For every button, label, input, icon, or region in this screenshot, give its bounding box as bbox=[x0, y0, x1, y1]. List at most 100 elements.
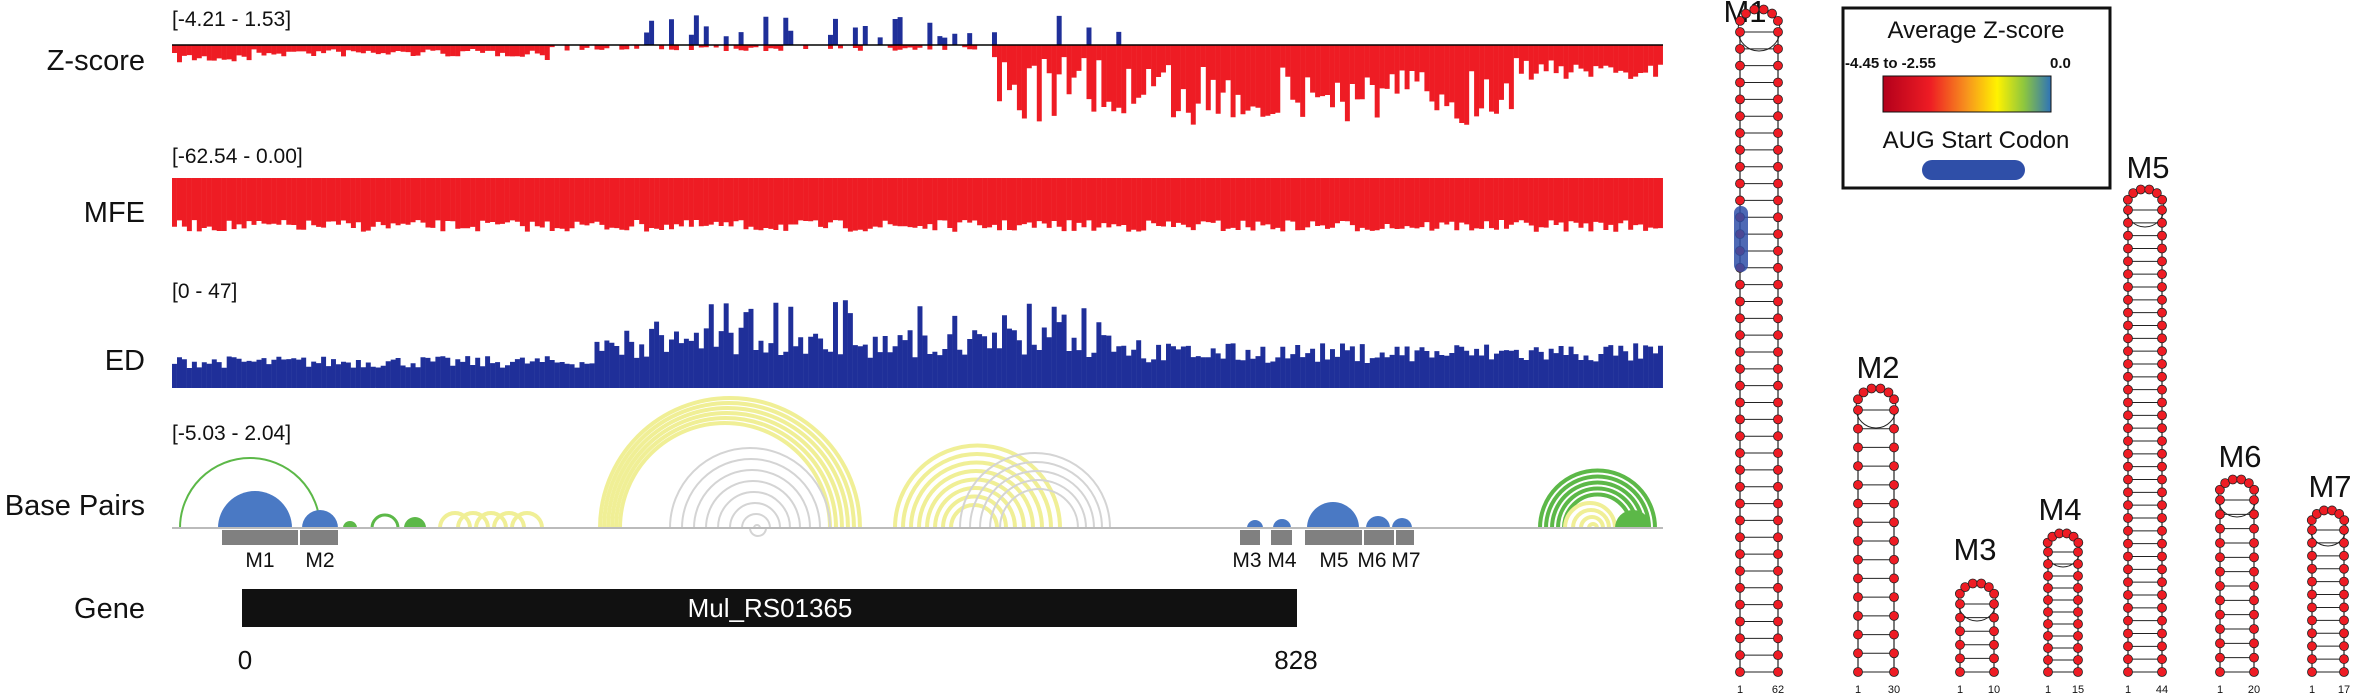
nucleotide bbox=[1773, 27, 1783, 37]
arc-blob-m7 bbox=[1392, 518, 1412, 528]
arc-blob-m3 bbox=[1247, 520, 1263, 528]
nucleotide bbox=[1773, 532, 1783, 543]
nucleotide bbox=[1735, 347, 1745, 357]
motif-box-m5[interactable] bbox=[1305, 530, 1362, 545]
arc-grey-mid-6 bbox=[741, 513, 771, 529]
nucleotide bbox=[2157, 217, 2167, 228]
nucleotide bbox=[1773, 616, 1783, 627]
nucleotide bbox=[2157, 448, 2167, 459]
nucleotide bbox=[2043, 667, 2053, 677]
nucleotide bbox=[1773, 212, 1783, 223]
range-label-ed: [0 - 47] bbox=[172, 280, 237, 303]
nucleotide bbox=[1889, 498, 1899, 509]
motif-tag-m1: M1 bbox=[245, 549, 274, 572]
nucleotide bbox=[1735, 464, 1745, 475]
nucleotide bbox=[1735, 178, 1745, 189]
loop-nucleotide bbox=[1989, 588, 2000, 599]
arc-yellow-mid-4 bbox=[614, 416, 838, 529]
motif-box-m4[interactable] bbox=[1271, 530, 1292, 545]
nucleotide bbox=[1773, 464, 1783, 475]
nucleotide bbox=[2123, 384, 2133, 395]
nucleotide bbox=[2215, 509, 2225, 520]
track-label-ed: ED bbox=[105, 345, 145, 377]
arc-yellow-mid-1 bbox=[602, 401, 856, 529]
nucleotide bbox=[2123, 397, 2133, 408]
nucleotide bbox=[2123, 641, 2133, 652]
nucleotide bbox=[1889, 536, 1899, 546]
motif-tag-m2: M2 bbox=[305, 549, 334, 572]
ed-track bbox=[172, 300, 1663, 388]
nucleotide bbox=[1889, 667, 1899, 677]
arc-blob-m6 bbox=[1366, 516, 1390, 528]
loop-nucleotide bbox=[2227, 474, 2238, 485]
nucleotide bbox=[1735, 549, 1745, 560]
nucleotide bbox=[1735, 60, 1745, 71]
track-label-gene: Gene bbox=[74, 593, 145, 625]
nucleotide bbox=[2249, 609, 2259, 620]
motif-tag-m6: M6 bbox=[1357, 549, 1386, 572]
nucleotide bbox=[1735, 566, 1745, 576]
nucleotide bbox=[2157, 654, 2167, 665]
nucleotide bbox=[2157, 423, 2167, 434]
arc-grey-mid-0 bbox=[669, 447, 831, 529]
nucleotide bbox=[1853, 592, 1863, 603]
nucleotide bbox=[2215, 552, 2225, 563]
nucleotide bbox=[2307, 538, 2317, 548]
nucleotide bbox=[1735, 599, 1745, 610]
loop-nucleotide bbox=[1758, 4, 1769, 15]
nucleotide bbox=[1853, 573, 1863, 584]
nucleotide bbox=[1989, 667, 1999, 677]
structure-start-pos: 1 bbox=[2309, 684, 2315, 696]
mfe-track bbox=[172, 178, 1663, 232]
nucleotide bbox=[2043, 559, 2053, 569]
legend-gradient bbox=[1882, 75, 2052, 113]
loop-nucleotide bbox=[2073, 537, 2084, 548]
nucleotide bbox=[2307, 602, 2317, 613]
loop-nucleotide bbox=[1741, 8, 1751, 19]
arc-yellow-far-1 bbox=[1571, 508, 1611, 529]
loop-nucleotide bbox=[1858, 387, 1869, 398]
nucleotide bbox=[2249, 552, 2259, 563]
nucleotide bbox=[2123, 538, 2133, 549]
gene-bar[interactable] bbox=[242, 589, 1297, 627]
motif-box-m1[interactable] bbox=[222, 530, 298, 545]
nucleotide bbox=[2339, 654, 2349, 664]
nucleotide bbox=[1889, 629, 1899, 640]
nucleotide bbox=[2123, 461, 2133, 472]
nucleotide bbox=[2249, 595, 2259, 606]
nucleotide bbox=[1889, 573, 1899, 584]
nucleotide bbox=[1773, 60, 1783, 71]
nucleotide bbox=[1735, 650, 1745, 661]
structure-m6: M6 1 20 bbox=[2214, 439, 2262, 696]
nucleotide bbox=[2215, 566, 2225, 577]
nucleotide bbox=[1853, 648, 1863, 659]
nucleotide bbox=[2123, 525, 2133, 536]
nucleotide bbox=[1773, 633, 1783, 644]
motif-box-m3[interactable] bbox=[1240, 530, 1260, 545]
nucleotide bbox=[2073, 655, 2083, 665]
nucleotide bbox=[2123, 320, 2133, 331]
nucleotide bbox=[1773, 582, 1783, 593]
loop-nucleotide bbox=[2122, 194, 2133, 205]
structure-end-pos: 10 bbox=[1988, 684, 2000, 696]
loop-nucleotide bbox=[1767, 8, 1777, 19]
nucleotide bbox=[2249, 566, 2259, 577]
motif-box-m6[interactable] bbox=[1364, 530, 1394, 545]
nucleotide bbox=[2157, 641, 2167, 652]
structures: M1162M2130M3110M4115M5144M6120M7117 bbox=[1723, 0, 2351, 696]
nucleotide bbox=[2339, 550, 2349, 561]
nucleotide bbox=[2157, 384, 2167, 395]
loop-nucleotide bbox=[1749, 4, 1760, 15]
nucleotide bbox=[2123, 217, 2133, 228]
loop-nucleotide bbox=[2339, 515, 2350, 526]
nucleotide bbox=[1773, 599, 1783, 610]
nucleotide bbox=[2123, 513, 2133, 523]
nucleotide bbox=[1853, 667, 1863, 677]
motif-box-m7[interactable] bbox=[1396, 530, 1414, 545]
loop-nucleotide bbox=[1889, 394, 1899, 405]
nucleotide bbox=[1773, 363, 1783, 374]
nucleotide bbox=[2157, 269, 2167, 280]
motif-box-m2[interactable] bbox=[300, 530, 338, 545]
structure-start-pos: 1 bbox=[2125, 684, 2131, 696]
nucleotide bbox=[1989, 626, 1999, 637]
